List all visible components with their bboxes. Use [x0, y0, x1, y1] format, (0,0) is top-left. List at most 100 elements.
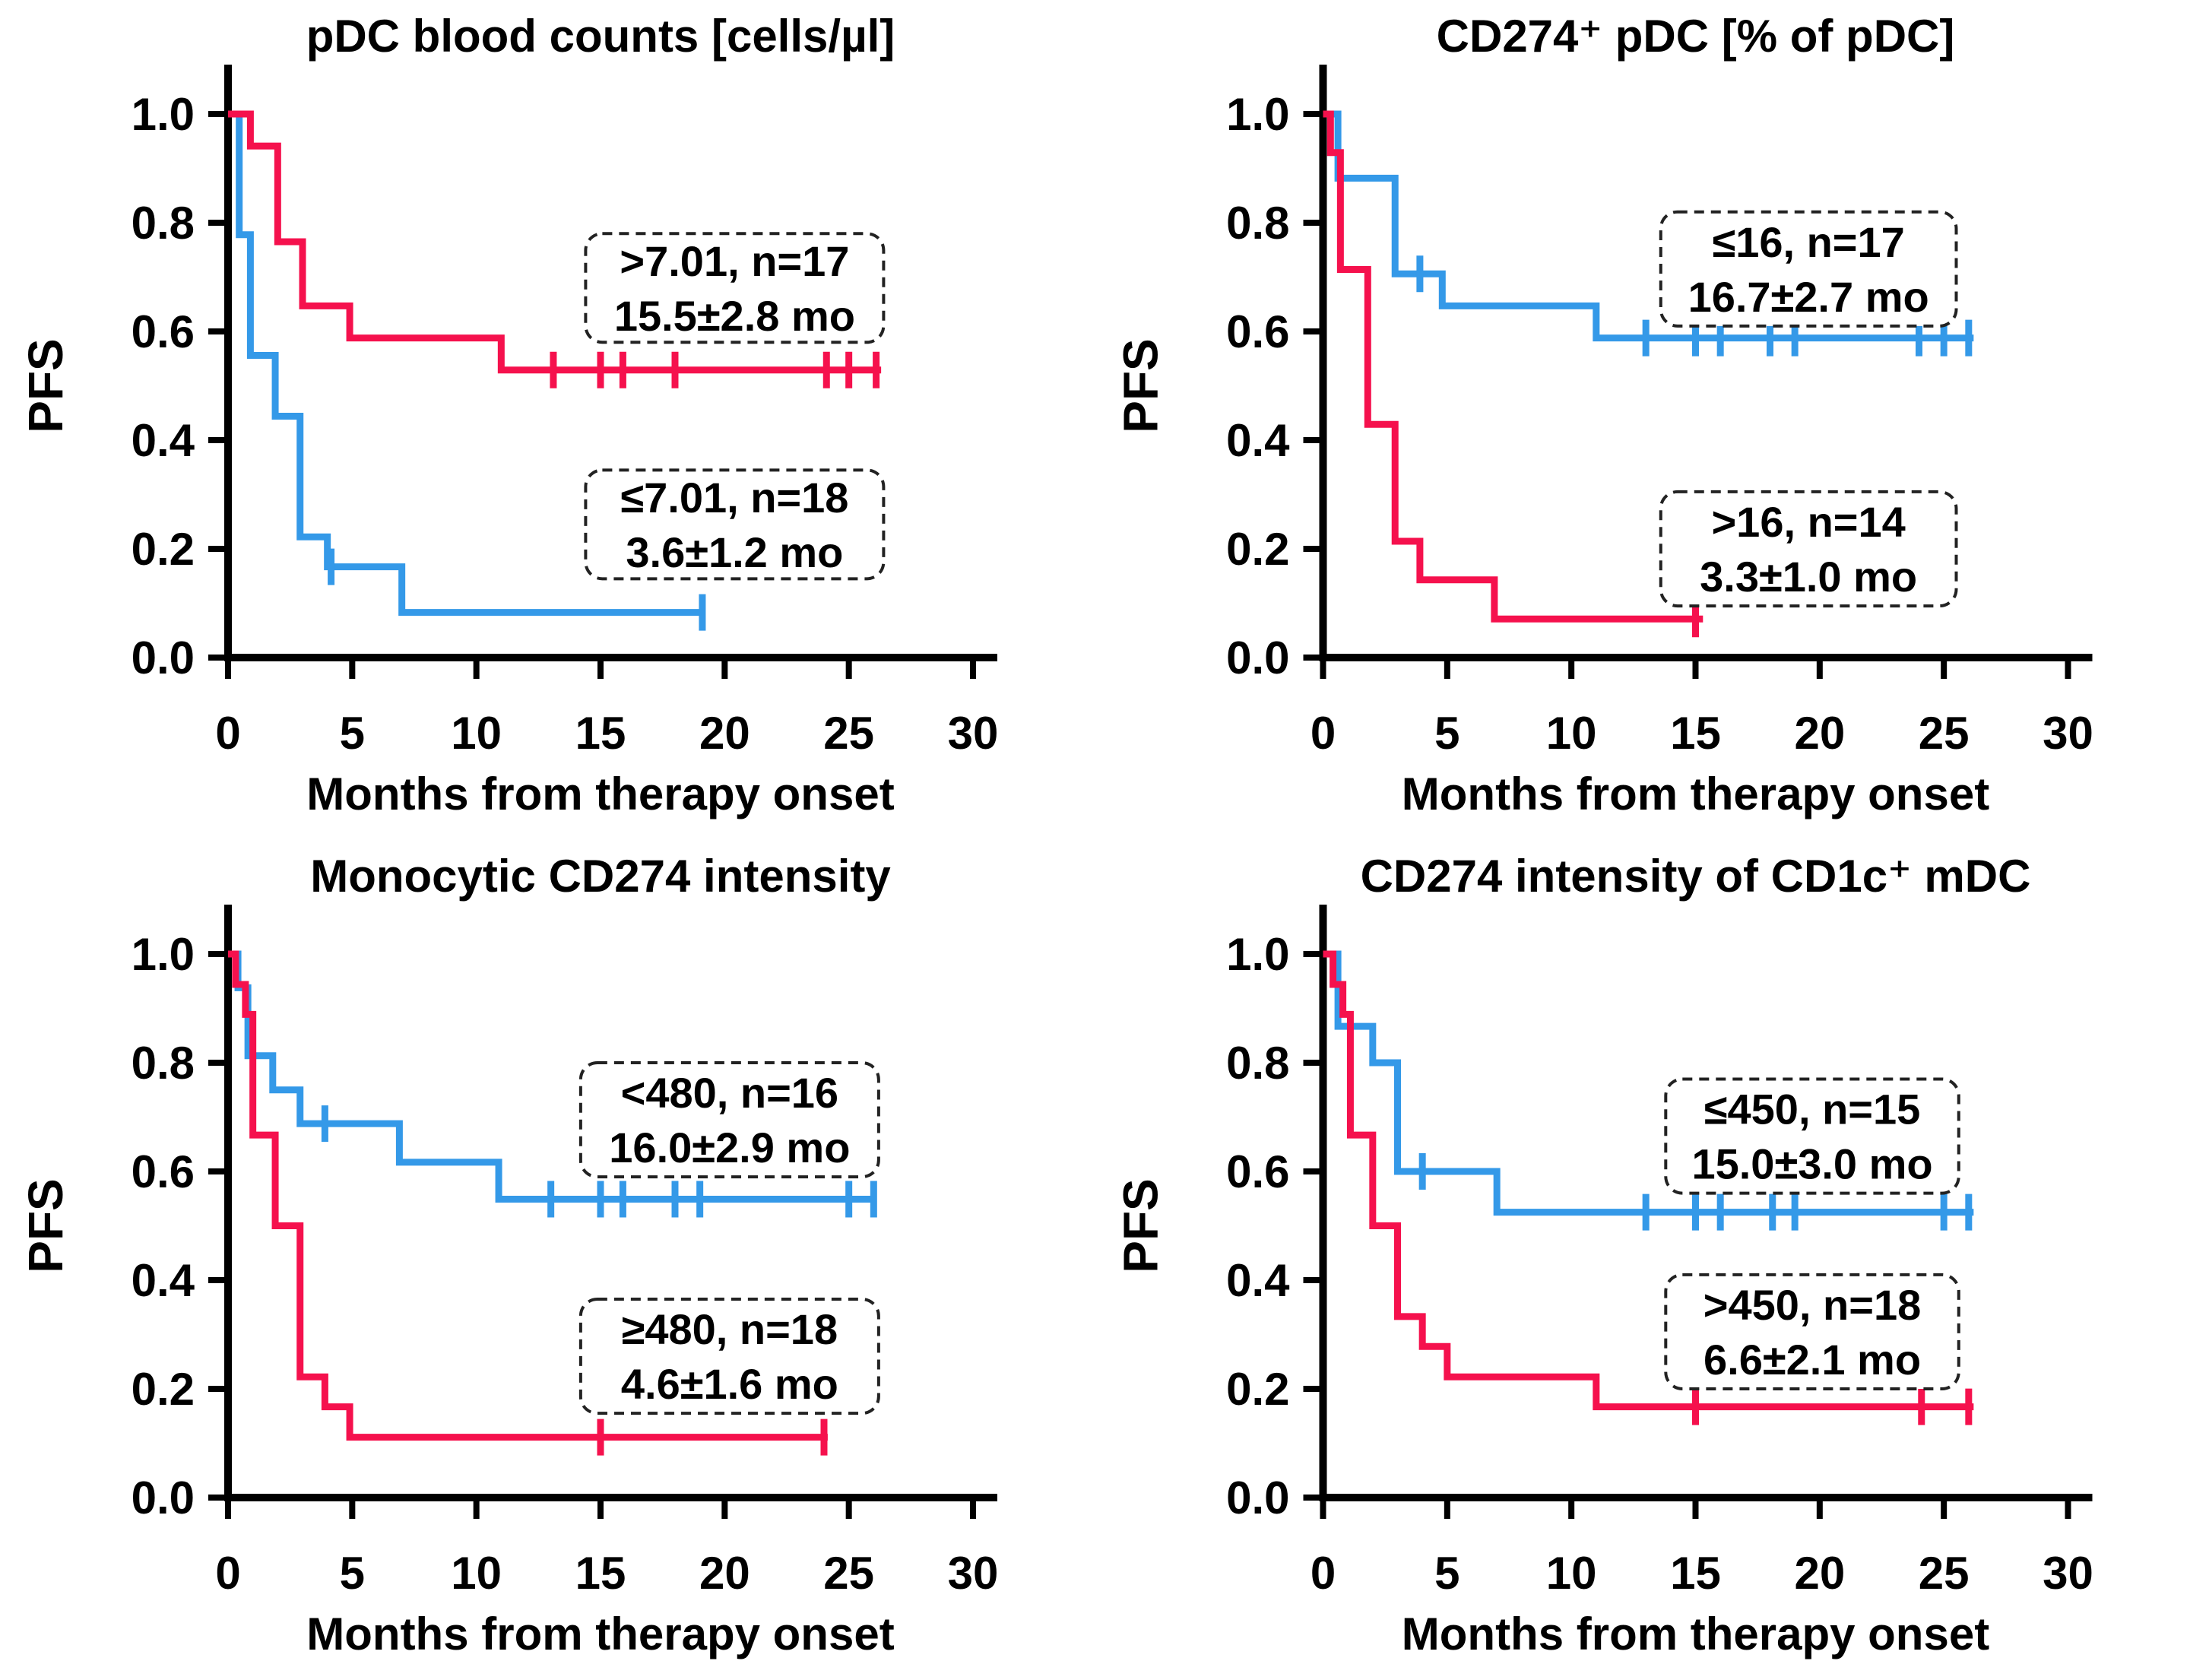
- y-axis-label: PFS: [18, 1178, 73, 1273]
- x-tick-label: 20: [1794, 708, 1845, 759]
- annotation-group-red: >450, n=18: [1704, 1281, 1921, 1329]
- annotation-group-red: >16, n=14: [1711, 498, 1905, 546]
- annotation-median-red: 15.5±2.8 mo: [614, 292, 855, 340]
- y-tick-label: 0.8: [132, 198, 195, 249]
- x-tick-label: 25: [823, 708, 874, 759]
- x-tick-label: 5: [340, 1548, 365, 1599]
- y-tick-label: 0.2: [132, 1364, 195, 1415]
- km-chart-monocytic-cd274-intensity: 0.0 0.2 0.4 0.6 0.8 1.0 0 5 10 15 20 25 30 Monocytic …: [18, 851, 999, 1659]
- x-tick-label: 0: [215, 1548, 240, 1599]
- panel-title: Monocytic CD274 intensity: [310, 851, 891, 902]
- y-tick-label: 0.4: [1226, 1255, 1290, 1306]
- annotation-median-red: 3.3±1.0 mo: [1700, 553, 1917, 601]
- x-tick-label: 25: [1919, 1548, 1970, 1599]
- annotation-group-blue: ≤16, n=17: [1712, 218, 1904, 266]
- x-tick-label: 25: [823, 1548, 874, 1599]
- y-axis-label: PFS: [1114, 338, 1168, 433]
- x-tick-label: 20: [1794, 1548, 1845, 1599]
- x-tick-label: 15: [1670, 1548, 1721, 1599]
- panel-title: CD274⁺ pDC [% of pDC]: [1437, 11, 1955, 62]
- annotation-box-blue: [584, 468, 886, 581]
- y-tick-label: 0.4: [132, 1255, 195, 1306]
- annotation-box-red: [578, 1298, 880, 1415]
- y-tick-label: 0.4: [1226, 415, 1290, 466]
- annotation-group-red: >7.01, n=17: [620, 237, 849, 285]
- x-tick-label: 0: [1311, 708, 1336, 759]
- panel-title: pDC blood counts [cells/µl]: [306, 11, 895, 62]
- x-axis-label: Months from therapy onset: [1402, 769, 1989, 819]
- y-axis-label: PFS: [1114, 1178, 1168, 1273]
- panel-monocytic-cd274-intensity: 0.0 0.2 0.4 0.6 0.8 1.0 0 5 10 15 20 25 30 Monocytic …: [0, 840, 1095, 1680]
- y-axis-label: PFS: [18, 338, 73, 433]
- y-tick-label: 0.6: [132, 306, 195, 357]
- y-tick-label: 0.2: [132, 524, 195, 575]
- km-curve-red: [1323, 950, 1974, 1411]
- y-tick-label: 0.2: [1226, 524, 1289, 575]
- x-tick-label: 10: [451, 708, 502, 759]
- km-chart-pdc-blood-counts: 0.0 0.2 0.4 0.6 0.8 1.0 0 5 10 15 20 25 30 pDC blood …: [18, 11, 999, 819]
- x-axis-label: Months from therapy onset: [306, 769, 894, 819]
- x-tick-label: 15: [1670, 708, 1721, 759]
- x-axis-label: Months from therapy onset: [306, 1609, 894, 1659]
- annotation-median-blue: 16.7±2.7 mo: [1688, 273, 1929, 321]
- panel-pdc-blood-counts: 0.0 0.2 0.4 0.6 0.8 1.0 0 5 10 15 20 25 30 pDC blood …: [0, 0, 1095, 840]
- km-curve-blue: [228, 110, 705, 617]
- km-curve-red: [228, 950, 828, 1441]
- y-tick-label: 1.0: [132, 929, 195, 980]
- x-tick-label: 10: [1546, 708, 1597, 759]
- x-tick-label: 0: [1311, 1548, 1336, 1599]
- x-tick-label: 25: [1919, 708, 1970, 759]
- annotation-box-red: [1659, 490, 1958, 608]
- x-tick-label: 0: [215, 708, 240, 759]
- y-tick-label: 0.6: [1226, 306, 1289, 357]
- annotation-box-red: [1664, 1273, 1960, 1390]
- y-tick-label: 1.0: [1226, 929, 1289, 980]
- panel-cd274-intensity-cd1c-mdc: 0.0 0.2 0.4 0.6 0.8 1.0 0 5 10 15 20 25 30 CD274 inte…: [1095, 840, 2190, 1680]
- y-tick-label: 0.2: [1226, 1364, 1289, 1415]
- y-tick-label: 0.0: [132, 632, 195, 683]
- annotation-group-red: ≥480, n=18: [622, 1305, 838, 1353]
- y-tick-label: 0.0: [132, 1472, 195, 1523]
- annotation-group-blue: <480, n=16: [621, 1069, 838, 1117]
- km-chart-cd274-pdc-percent: 0.0 0.2 0.4 0.6 0.8 1.0 0 5 10 15 20 25 30 CD274⁺ pDC…: [1114, 11, 2093, 819]
- annotation-median-blue: 3.6±1.2 mo: [626, 528, 843, 576]
- km-curve-red: [1323, 110, 1704, 623]
- annotation-median-red: 4.6±1.6 mo: [621, 1360, 838, 1408]
- annotation-box-blue: [1664, 1077, 1960, 1195]
- km-curve-red: [228, 110, 882, 374]
- y-tick-label: 0.4: [132, 415, 195, 466]
- y-tick-label: 1.0: [132, 89, 195, 140]
- x-tick-label: 30: [2043, 1548, 2093, 1599]
- annotation-median-blue: 16.0±2.9 mo: [609, 1124, 850, 1171]
- x-tick-label: 15: [575, 1548, 626, 1599]
- annotation-median-red: 6.6±2.1 mo: [1704, 1336, 1921, 1384]
- annotation-box-blue: [1659, 210, 1958, 328]
- x-tick-label: 20: [699, 1548, 750, 1599]
- x-tick-label: 5: [1434, 708, 1459, 759]
- km-chart-cd274-intensity-cd1c-mdc: 0.0 0.2 0.4 0.6 0.8 1.0 0 5 10 15 20 25 30 CD274 inte…: [1114, 851, 2093, 1659]
- y-tick-label: 0.0: [1226, 632, 1289, 683]
- x-tick-label: 30: [2043, 708, 2093, 759]
- x-tick-label: 30: [948, 1548, 999, 1599]
- y-tick-label: 1.0: [1226, 89, 1289, 140]
- x-tick-label: 5: [1434, 1548, 1459, 1599]
- y-tick-label: 0.8: [1226, 1038, 1289, 1089]
- y-tick-label: 0.6: [132, 1146, 195, 1197]
- x-tick-label: 30: [948, 708, 999, 759]
- x-tick-label: 5: [340, 708, 365, 759]
- x-tick-label: 10: [451, 1548, 502, 1599]
- x-tick-label: 10: [1546, 1548, 1597, 1599]
- annotation-group-blue: ≤7.01, n=18: [620, 474, 848, 521]
- y-tick-label: 0.8: [132, 1038, 195, 1089]
- annotation-box-red: [584, 232, 886, 344]
- km-curve-blue: [1323, 950, 1974, 1216]
- y-tick-label: 0.6: [1226, 1146, 1289, 1197]
- annotation-group-blue: ≤450, n=15: [1704, 1086, 1920, 1133]
- x-tick-label: 15: [575, 708, 626, 759]
- x-tick-label: 20: [699, 708, 750, 759]
- x-axis-label: Months from therapy onset: [1402, 1609, 1989, 1659]
- annotation-box-blue: [578, 1061, 880, 1179]
- y-tick-label: 0.8: [1226, 198, 1289, 249]
- annotation-median-blue: 15.0±3.0 mo: [1691, 1140, 1932, 1188]
